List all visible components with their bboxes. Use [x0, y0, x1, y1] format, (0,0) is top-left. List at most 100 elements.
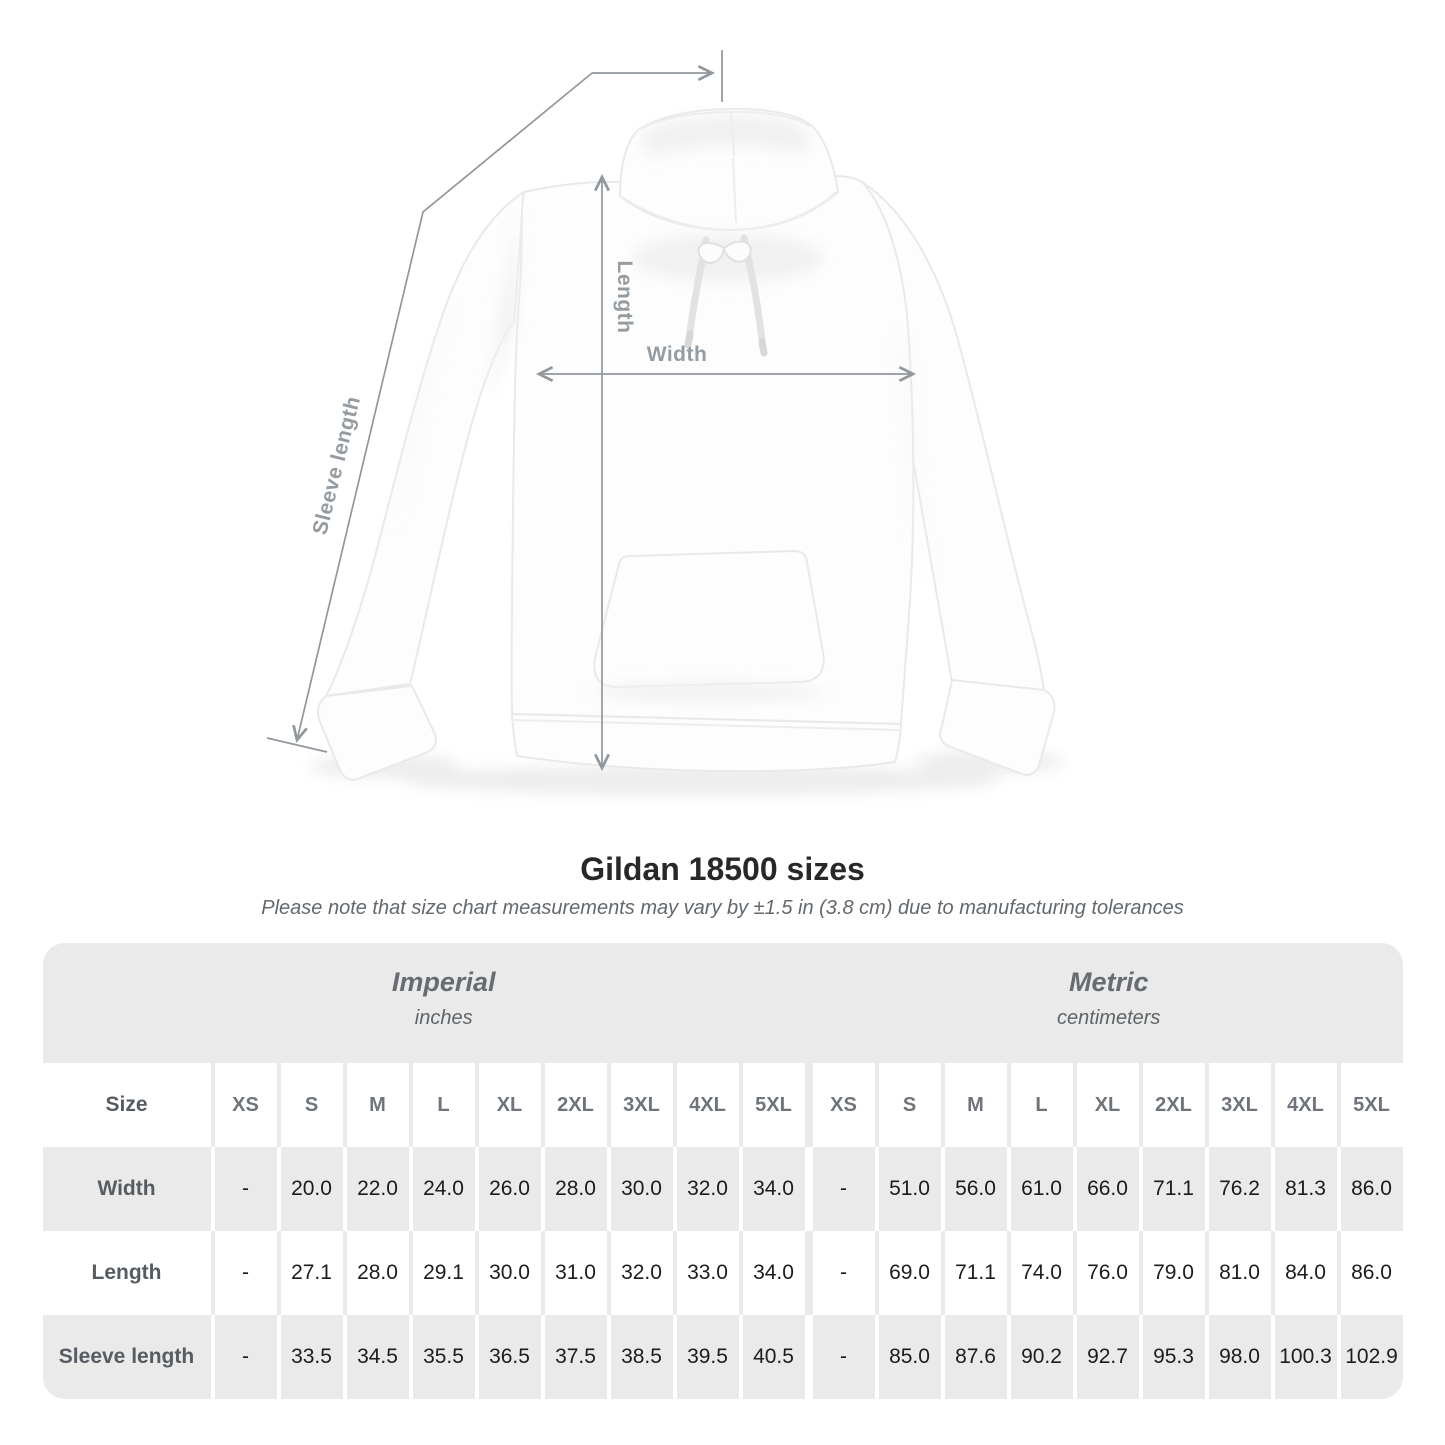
- value-cell: 81.3: [1274, 1147, 1337, 1231]
- hoodie-illustration: Width Length Sleeve length: [266, 50, 1065, 795]
- value-cell: 56.0: [944, 1147, 1007, 1231]
- value-cell: 30.0: [610, 1147, 673, 1231]
- size-chart-title: Gildan 18500 sizes: [580, 851, 865, 887]
- table-row: Size XS S M L XL 2XL 3XL 4XL 5XL XS S M L XL 2XL 3XL 4XL 5…: [42, 1063, 1403, 1147]
- value-cell: 32.0: [676, 1147, 739, 1231]
- size-column-header: M: [346, 1063, 409, 1147]
- measurement-lines: [266, 50, 917, 772]
- size-column-header: XS: [214, 1063, 277, 1147]
- size-column-header: XL: [1076, 1063, 1139, 1147]
- value-cell: 20.0: [280, 1147, 343, 1231]
- units-row: Imperial inches Metric centimeters: [43, 943, 1403, 1063]
- width-label: Width: [647, 343, 708, 366]
- sleeve-length-label: Sleeve length: [308, 394, 365, 537]
- value-cell: 61.0: [1010, 1147, 1073, 1231]
- size-column-header: 3XL: [1208, 1063, 1271, 1147]
- value-cell: 85.0: [878, 1315, 941, 1399]
- metric-unit: centimeters: [1057, 1007, 1161, 1029]
- table-rows: Size XS S M L XL 2XL 3XL 4XL 5XL XS S M L XL 2XL 3XL 4XL 5…: [42, 1063, 1403, 1399]
- value-cell: 22.0: [346, 1147, 409, 1231]
- value-cell: 51.0: [878, 1147, 941, 1231]
- size-column-header: S: [280, 1063, 343, 1147]
- size-column-header: XL: [478, 1063, 541, 1147]
- imperial-unit: inches: [414, 1007, 473, 1029]
- left-sleeve: [324, 190, 526, 698]
- value-cell: 28.0: [346, 1231, 409, 1315]
- value-cell: 98.0: [1208, 1315, 1271, 1399]
- row-label: Size: [42, 1063, 211, 1147]
- size-column-header: 4XL: [1274, 1063, 1337, 1147]
- value-cell: 81.0: [1208, 1231, 1271, 1315]
- table-row: Length -27.1 28.0 29.1 30.0 31.0 32.0 33.0 34.0-…: [42, 1231, 1403, 1315]
- table-row: Sleeve length -33.5 34.5 35.5 36.5 37.5 38.5 39…: [42, 1315, 1403, 1399]
- value-cell: 66.0: [1076, 1147, 1139, 1231]
- size-column-header: 5XL: [1340, 1063, 1403, 1147]
- table-row: Width -20.0 22.0 24.0 26.0 28.0 30.0 32.0 34.0-5…: [42, 1147, 1403, 1231]
- value-cell: 87.6: [944, 1315, 1007, 1399]
- hoodie: [317, 107, 1056, 781]
- size-column-header: 3XL: [610, 1063, 673, 1147]
- value-cell: 79.0: [1142, 1231, 1205, 1315]
- value-cell: -: [812, 1147, 875, 1231]
- value-cell: 32.0: [610, 1231, 673, 1315]
- right-cuff: [939, 678, 1056, 776]
- value-cell: 100.3: [1274, 1315, 1337, 1399]
- size-table: Imperial inches Metric centimeters Size X…: [42, 943, 1403, 1399]
- value-cell: 28.0: [544, 1147, 607, 1231]
- size-column-header: 5XL: [742, 1063, 805, 1147]
- value-cell: -: [812, 1315, 875, 1399]
- sleeve-length-line: [292, 72, 593, 743]
- value-cell: 35.5: [412, 1315, 475, 1399]
- metric-header: Metric centimeters: [1057, 967, 1160, 1030]
- value-cell: -: [214, 1147, 277, 1231]
- size-chart-subtitle: Please note that size chart measurements…: [261, 897, 1184, 919]
- row-label: Width: [42, 1147, 211, 1231]
- imperial-header: Imperial inches: [392, 967, 496, 1030]
- value-cell: 39.5: [676, 1315, 739, 1399]
- value-cell: 90.2: [1010, 1315, 1073, 1399]
- seams: [513, 110, 900, 731]
- value-cell: 74.0: [1010, 1231, 1073, 1315]
- size-column-header: S: [878, 1063, 941, 1147]
- value-cell: -: [214, 1231, 277, 1315]
- size-column-header: 2XL: [544, 1063, 607, 1147]
- left-cuff: [317, 684, 437, 781]
- value-cell: 71.1: [1142, 1147, 1205, 1231]
- value-cell: 33.5: [280, 1315, 343, 1399]
- size-column-header: XS: [812, 1063, 875, 1147]
- value-cell: 29.1: [412, 1231, 475, 1315]
- value-cell: 95.3: [1142, 1315, 1205, 1399]
- value-cell: 102.9: [1340, 1315, 1403, 1399]
- value-cell: 33.0: [676, 1231, 739, 1315]
- value-cell: 24.0: [412, 1147, 475, 1231]
- kangaroo-pocket: [593, 549, 825, 689]
- value-cell: 26.0: [478, 1147, 541, 1231]
- sleeve-end-tick: [266, 737, 328, 753]
- value-cell: 84.0: [1274, 1231, 1337, 1315]
- size-column-header: 2XL: [1142, 1063, 1205, 1147]
- value-cell: 69.0: [878, 1231, 941, 1315]
- size-column-header: M: [944, 1063, 1007, 1147]
- value-cell: 37.5: [544, 1315, 607, 1399]
- value-cell: 86.0: [1340, 1147, 1403, 1231]
- length-label: Length: [613, 261, 636, 334]
- value-cell: 31.0: [544, 1231, 607, 1315]
- value-cell: -: [214, 1315, 277, 1399]
- value-cell: -: [812, 1231, 875, 1315]
- value-cell: 30.0: [478, 1231, 541, 1315]
- value-cell: 76.2: [1208, 1147, 1271, 1231]
- imperial-title: Imperial: [391, 967, 496, 997]
- size-column-header: 4XL: [676, 1063, 739, 1147]
- size-column-header: L: [412, 1063, 475, 1147]
- value-cell: 36.5: [478, 1315, 541, 1399]
- value-cell: 27.1: [280, 1231, 343, 1315]
- value-cell: 40.5: [742, 1315, 805, 1399]
- row-label: Length: [42, 1231, 211, 1315]
- value-cell: 34.0: [742, 1147, 805, 1231]
- value-cell: 34.5: [346, 1315, 409, 1399]
- row-label: Sleeve length: [42, 1315, 211, 1399]
- value-cell: 71.1: [944, 1231, 1007, 1315]
- shading: [394, 114, 926, 701]
- drawstrings: [684, 234, 768, 357]
- hem-band: [510, 712, 903, 773]
